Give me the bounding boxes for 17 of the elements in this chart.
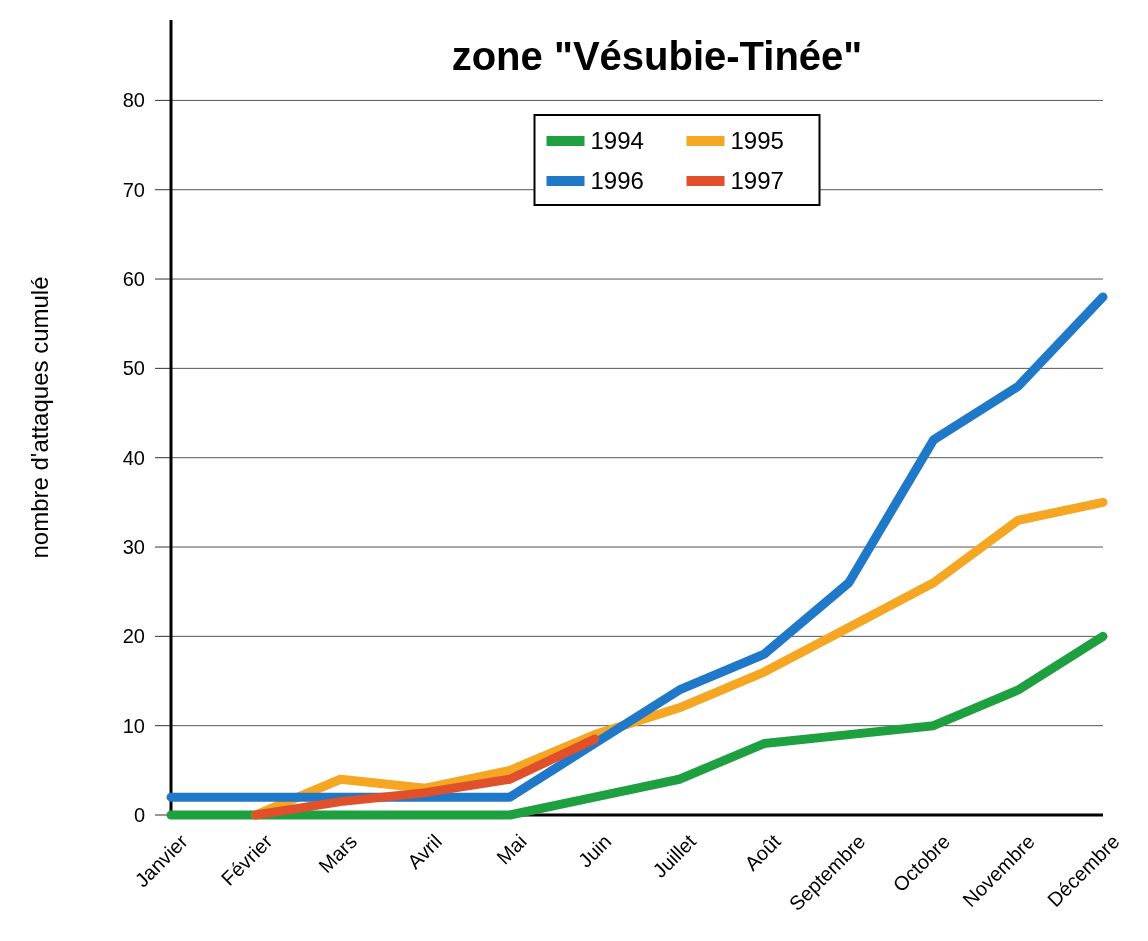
- y-tick-label: 10: [122, 714, 145, 737]
- legend-label: 1994: [590, 127, 644, 155]
- y-tick-label: 20: [122, 625, 145, 648]
- y-axis-title: nombre d'attaques cumulé: [26, 276, 53, 559]
- x-tick-label: Juin: [573, 830, 616, 872]
- y-tick-label: 70: [122, 178, 145, 201]
- chart-title: zone "Vésubie-Tinée": [451, 34, 863, 78]
- legend-label: 1995: [730, 127, 784, 155]
- y-tick-label: 60: [122, 268, 145, 291]
- y-tick-label: 0: [133, 804, 145, 826]
- y-tick-label: 80: [122, 89, 145, 112]
- y-tick-label: 30: [122, 536, 145, 559]
- legend-label: 1996: [590, 167, 644, 195]
- y-tick-label: 40: [122, 446, 145, 469]
- x-tick-label: Mai: [492, 830, 531, 869]
- legend-label: 1997: [730, 167, 784, 195]
- y-tick-label: 50: [122, 357, 145, 380]
